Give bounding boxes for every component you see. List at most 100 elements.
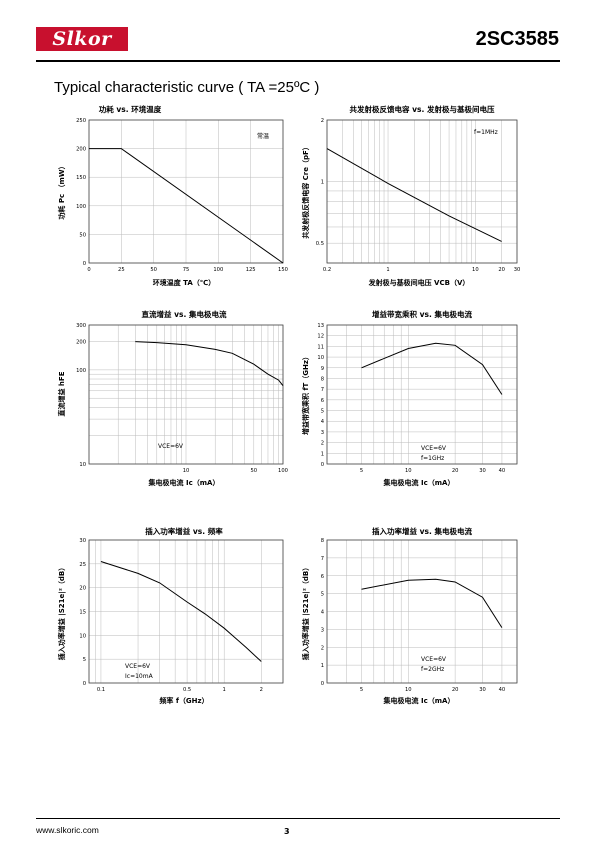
series-line bbox=[361, 578, 503, 628]
series-line bbox=[361, 342, 503, 395]
section-title: Typical characteristic curve ( TA =25ºC … bbox=[54, 79, 320, 96]
plot-frame bbox=[88, 539, 284, 684]
x-tick-label: 40 bbox=[499, 468, 506, 474]
y-tick-label: 250 bbox=[76, 118, 86, 124]
y-tick-label: 5 bbox=[321, 592, 324, 598]
y-tick-label: 13 bbox=[317, 323, 324, 329]
x-tick-label: 100 bbox=[213, 267, 223, 273]
x-tick-label: 1 bbox=[386, 267, 389, 273]
x-axis-label: 发射极与基极间电压 VCB（V） bbox=[368, 278, 470, 287]
x-tick-label: 75 bbox=[183, 267, 190, 273]
x-tick-label: 25 bbox=[118, 267, 125, 273]
y-tick-label: 200 bbox=[76, 340, 86, 346]
y-tick-label: 30 bbox=[79, 538, 86, 544]
x-tick-label: 10 bbox=[183, 468, 190, 474]
x-tick-label: 30 bbox=[514, 267, 521, 273]
chart-2: 0.2 1 10 20 30 0.5 1 2 共发射极反馈电容 vs. 发射极与基极间电压发射极… bbox=[301, 104, 520, 287]
y-axis-label: 共发射极反馈电容 Cre（pF） bbox=[301, 143, 310, 239]
y-tick-label: 5 bbox=[321, 409, 324, 415]
x-tick-label: 5 bbox=[360, 468, 363, 474]
y-tick-label: 15 bbox=[79, 610, 86, 616]
y-axis-label: 功耗 Pc （mW） bbox=[57, 162, 66, 219]
y-tick-label: 1 bbox=[321, 451, 324, 457]
y-tick-label: 0 bbox=[83, 261, 86, 267]
x-tick-label: 50 bbox=[150, 267, 157, 273]
x-tick-label: 30 bbox=[479, 687, 486, 693]
y-tick-label: 6 bbox=[321, 574, 324, 580]
y-tick-label: 20 bbox=[79, 586, 86, 592]
y-tick-label: 3 bbox=[321, 430, 324, 436]
x-axis-label: 集电极电流 Ic（mA） bbox=[383, 478, 455, 487]
header-rule bbox=[36, 60, 560, 62]
chart-annotation: 常温 bbox=[257, 132, 269, 140]
series-line bbox=[89, 148, 284, 264]
y-tick-label: 1 bbox=[321, 180, 324, 186]
y-tick-label: 4 bbox=[321, 610, 325, 616]
x-tick-label: 20 bbox=[452, 687, 459, 693]
y-tick-label: 0.5 bbox=[316, 241, 324, 247]
x-tick-label: 100 bbox=[278, 468, 288, 474]
y-tick-label: 7 bbox=[321, 556, 324, 562]
y-tick-label: 2 bbox=[321, 118, 324, 124]
series-line bbox=[326, 148, 502, 242]
page-number: 3 bbox=[284, 827, 290, 836]
chart-1: 0 25 50 75 100 125 150 0 50 100 150 200 250 功耗 vs. 环境… bbox=[57, 104, 288, 287]
plot-frame bbox=[326, 119, 518, 264]
part-number: 2SC3585 bbox=[475, 28, 559, 50]
y-tick-label: 2 bbox=[321, 645, 324, 651]
y-tick-label: 4 bbox=[321, 419, 325, 425]
y-tick-label: 6 bbox=[321, 398, 324, 404]
y-tick-label: 11 bbox=[317, 344, 324, 350]
x-tick-label: 0.5 bbox=[183, 687, 191, 693]
x-tick-label: 0.2 bbox=[323, 267, 331, 273]
y-tick-label: 10 bbox=[79, 462, 86, 468]
chart-title: 共发射极反馈电容 vs. 发射极与基极间电压 bbox=[350, 104, 495, 114]
y-tick-label: 0 bbox=[83, 681, 86, 687]
y-tick-label: 7 bbox=[321, 387, 324, 393]
chart-annotation: f=1MHz bbox=[474, 129, 498, 136]
y-tick-label: 8 bbox=[321, 538, 324, 544]
y-tick-label: 1 bbox=[321, 663, 324, 669]
y-tick-label: 9 bbox=[321, 366, 324, 372]
x-tick-label: 125 bbox=[246, 267, 256, 273]
y-tick-label: 200 bbox=[76, 147, 86, 153]
series-line bbox=[100, 561, 262, 662]
y-tick-label: 0 bbox=[321, 681, 324, 687]
x-tick-label: 1 bbox=[223, 687, 226, 693]
chart-6: 5 10 20 30 40 0 1 2 3 4 5 6 7 8 插入功率增益 vs. 集电极电流集电极电流 … bbox=[301, 526, 518, 705]
footer-website[interactable]: www.slkoric.com bbox=[36, 825, 99, 835]
chart-title: 功耗 vs. 环境温度 bbox=[99, 104, 162, 114]
x-tick-label: 5 bbox=[360, 687, 363, 693]
y-tick-label: 100 bbox=[76, 368, 86, 374]
y-tick-label: 2 bbox=[321, 441, 324, 447]
x-tick-label: 50 bbox=[250, 468, 257, 474]
x-tick-label: 0 bbox=[87, 267, 90, 273]
x-tick-label: 20 bbox=[498, 267, 505, 273]
chart-title: 增益带宽乘积 vs. 集电极电流 bbox=[372, 309, 472, 319]
y-tick-label: 150 bbox=[76, 175, 86, 181]
y-tick-label: 25 bbox=[79, 562, 86, 568]
x-tick-label: 150 bbox=[278, 267, 288, 273]
y-tick-label: 12 bbox=[317, 334, 324, 340]
chart-title: 直流增益 vs. 集电极电流 bbox=[142, 309, 227, 319]
y-tick-label: 3 bbox=[321, 627, 324, 633]
x-tick-label: 10 bbox=[405, 687, 412, 693]
brand-logo: Slkor bbox=[36, 27, 128, 51]
y-tick-label: 0 bbox=[321, 462, 324, 468]
chart-annotation: f=1GHz bbox=[421, 455, 444, 462]
x-tick-label: 40 bbox=[499, 687, 506, 693]
y-tick-label: 8 bbox=[321, 376, 324, 382]
y-tick-label: 10 bbox=[79, 633, 86, 639]
footer-rule bbox=[36, 818, 560, 819]
y-tick-label: 10 bbox=[317, 355, 324, 361]
x-tick-label: 20 bbox=[452, 468, 459, 474]
y-axis-label: 直流增益 hFE bbox=[57, 371, 66, 416]
plot-frame bbox=[326, 539, 518, 684]
x-tick-label: 30 bbox=[479, 468, 486, 474]
plot-frame bbox=[326, 324, 518, 465]
x-axis-label: 集电极电流 Ic（mA） bbox=[383, 696, 455, 705]
chart-annotation: VCE=6V bbox=[421, 445, 447, 452]
